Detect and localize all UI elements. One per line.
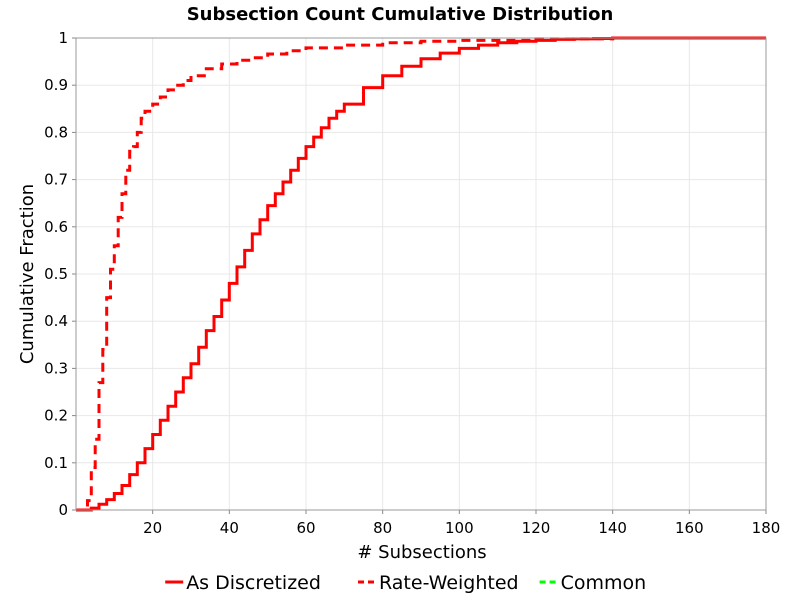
y-tick-label: 0.8	[44, 123, 68, 141]
y-tick-label: 1	[58, 29, 68, 47]
x-tick-label: 140	[598, 519, 627, 537]
y-tick-label: 0.4	[44, 312, 68, 330]
x-tick-label: 120	[522, 519, 551, 537]
y-tick-label: 0.5	[44, 265, 68, 283]
y-tick-label: 0.3	[44, 359, 68, 377]
plot-border	[75, 37, 767, 511]
x-axis-label: # Subsections	[357, 542, 486, 563]
x-tick-label: 60	[296, 519, 315, 537]
x-tick-label: 40	[220, 519, 239, 537]
x-tick-label: 180	[752, 519, 781, 537]
legend-label-1: Rate-Weighted	[379, 572, 519, 594]
x-tick-label: 80	[373, 519, 392, 537]
x-tick-label: 100	[445, 519, 474, 537]
series-lines	[76, 36, 766, 512]
legend: As Discretized Rate-Weighted Common	[165, 572, 646, 594]
y-tick-label: 0.6	[44, 218, 68, 236]
chart-title: Subsection Count Cumulative Distribution	[187, 4, 614, 25]
y-tick-label: 0	[58, 501, 68, 519]
legend-label-0: As Discretized	[186, 572, 321, 594]
y-tick-label: 0.2	[44, 407, 68, 425]
y-tick-label: 0.1	[44, 454, 68, 472]
x-tick-label: 160	[675, 519, 704, 537]
x-tick-label: 20	[143, 519, 162, 537]
series-line-0	[76, 36, 766, 512]
y-tick-label: 0.7	[44, 171, 68, 189]
y-tick-label: 0.9	[44, 76, 68, 94]
axis-ticks: 20 40 60 80 100 120 140 160 180 0 0.1 0.2 0.3 0.4 0.5 0…	[44, 29, 780, 537]
legend-label-2: Common	[561, 572, 647, 594]
y-axis-label: Cumulative Fraction	[17, 184, 38, 364]
